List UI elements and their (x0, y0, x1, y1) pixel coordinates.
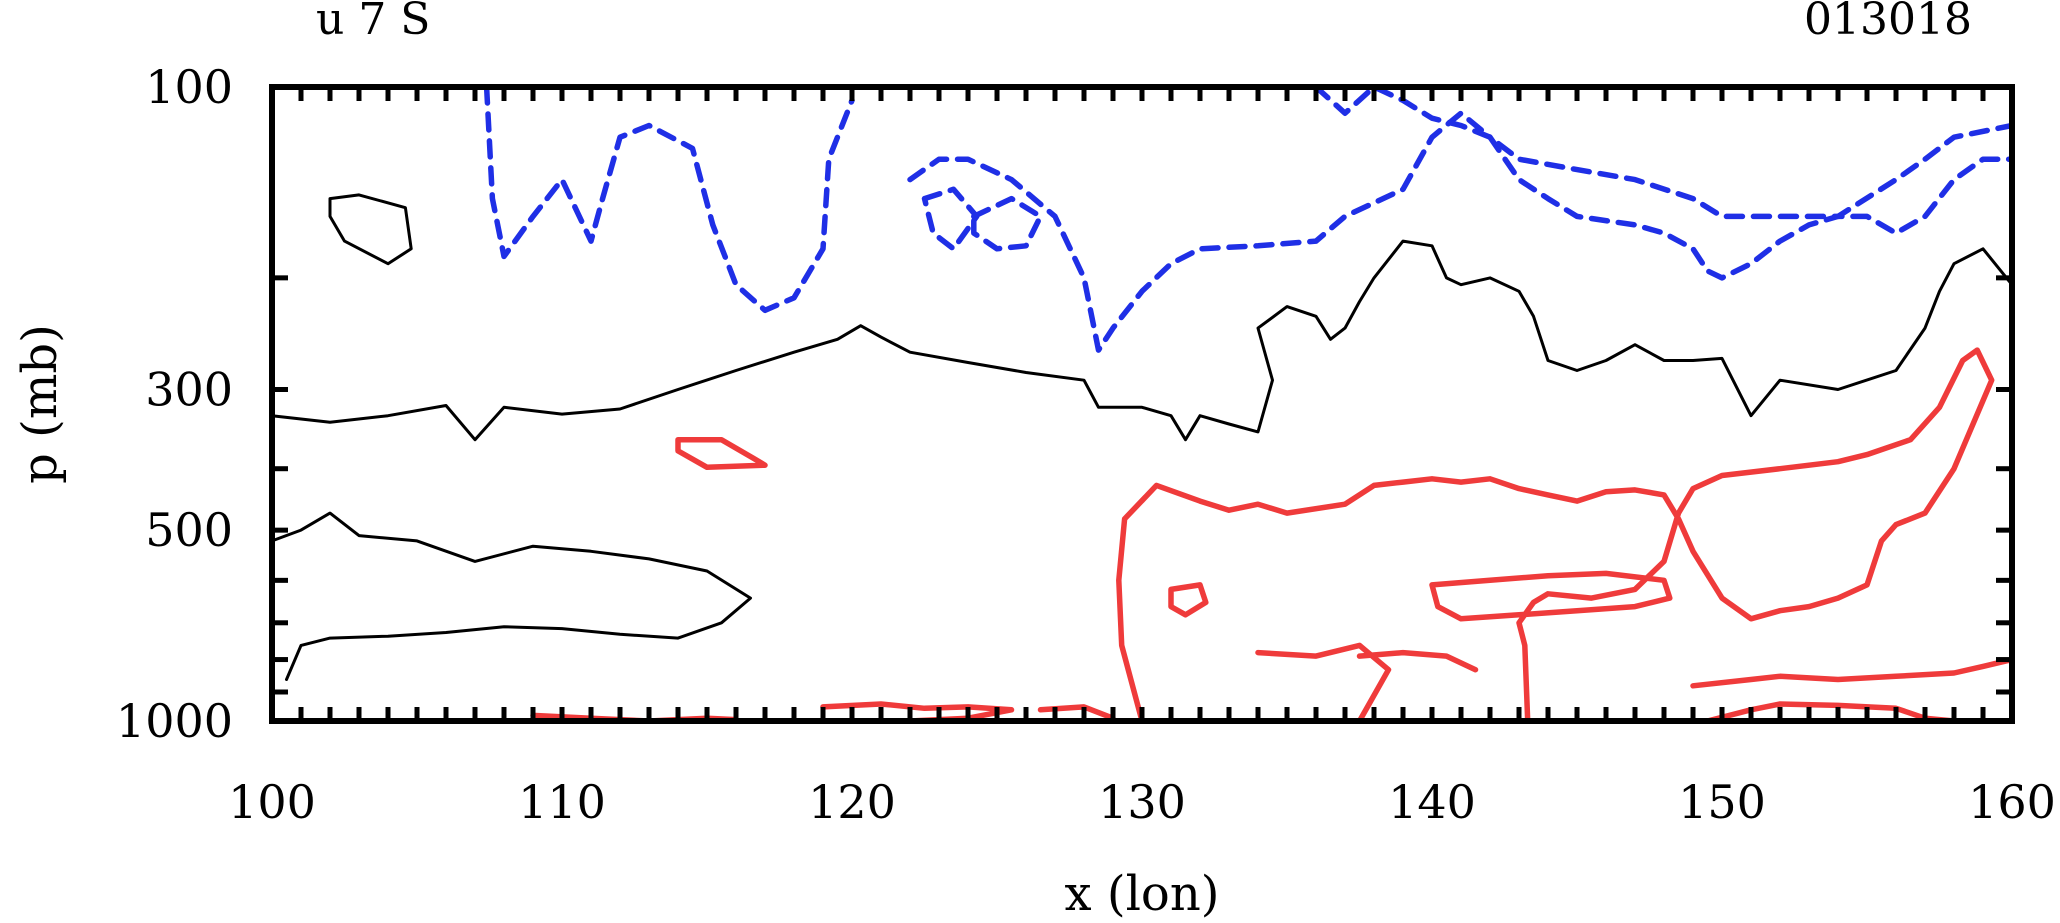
chart-title-right: 013018 (1804, 0, 1972, 45)
contour-positive-12 (1037, 704, 1116, 721)
contour-zero-1 (328, 193, 413, 266)
x-tick-labels: 100 110 120 130 140 150 160 (228, 775, 2056, 829)
y-axis-label: p (mb) (12, 324, 68, 484)
x-tick-label: 130 (1098, 775, 1186, 829)
x-axis-label: x (lon) (1065, 866, 1220, 922)
contour-negative-4 (907, 110, 2015, 353)
contour-negative-5 (921, 186, 980, 252)
contour-negative-7 (1313, 84, 2015, 220)
contour-negative-3 (483, 84, 855, 314)
y-tick-labels: 100 300 500 1000 (116, 60, 233, 748)
plot-frame (269, 84, 2015, 724)
contour-positive-8 (675, 436, 768, 471)
contour-zero-2 (270, 511, 752, 681)
contour-zero-0 (270, 239, 2014, 442)
y-tick-label: 100 (145, 60, 233, 114)
contour-positive-14 (1255, 642, 1392, 724)
contour-positive-17 (1690, 656, 2015, 689)
y-tick-label: 300 (145, 362, 233, 416)
contour-negative-6 (971, 195, 1044, 252)
y-tick-label: 1000 (116, 694, 233, 748)
x-tick-label: 150 (1678, 775, 1766, 829)
x-tick-label: 100 (228, 775, 316, 829)
contour-positive-13 (1168, 582, 1209, 618)
y-tick-label: 500 (145, 503, 233, 557)
contour-lines (270, 84, 2015, 724)
chart-title-left: u 7 S (316, 0, 430, 45)
contour-positive-9 (1116, 347, 1995, 724)
contour-positive-16 (1429, 570, 1673, 622)
x-tick-label: 140 (1388, 775, 1476, 829)
axis-ticks (269, 84, 2015, 724)
x-tick-label: 110 (518, 775, 606, 829)
x-tick-label: 160 (1968, 775, 2056, 829)
contour-positive-15 (1356, 649, 1479, 673)
x-tick-label: 120 (808, 775, 896, 829)
